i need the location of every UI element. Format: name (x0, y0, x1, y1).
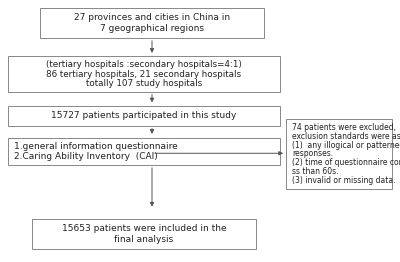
Text: 1.general information questionnaire: 1.general information questionnaire (14, 142, 178, 151)
FancyBboxPatch shape (32, 219, 256, 249)
Text: exclusion standards were as follows:: exclusion standards were as follows: (292, 132, 400, 141)
FancyBboxPatch shape (8, 138, 280, 165)
Text: 86 tertiary hospitals, 21 secondary hospitals: 86 tertiary hospitals, 21 secondary hosp… (46, 69, 242, 79)
Text: final analysis: final analysis (114, 235, 174, 244)
Text: 7 geographical regions: 7 geographical regions (100, 24, 204, 33)
Text: 15653 patients were included in the: 15653 patients were included in the (62, 225, 226, 233)
FancyBboxPatch shape (8, 56, 280, 92)
Text: (tertiary hospitals :secondary hospitals=4:1): (tertiary hospitals :secondary hospitals… (46, 60, 242, 69)
FancyBboxPatch shape (40, 8, 264, 38)
Text: 15727 patients participated in this study: 15727 patients participated in this stud… (51, 111, 237, 121)
Text: responses.: responses. (292, 149, 333, 159)
Text: totally 107 study hospitals: totally 107 study hospitals (86, 79, 202, 88)
Text: (1)  any illogical or patterned: (1) any illogical or patterned (292, 140, 400, 150)
Text: 27 provinces and cities in China in: 27 provinces and cities in China in (74, 13, 230, 22)
Text: ss than 60s.: ss than 60s. (292, 167, 338, 176)
Text: (3) invalid or missing data.: (3) invalid or missing data. (292, 176, 396, 185)
FancyBboxPatch shape (8, 106, 280, 126)
Text: (2) time of questionnaire completion le: (2) time of questionnaire completion le (292, 158, 400, 167)
FancyBboxPatch shape (286, 119, 392, 189)
Text: 2.Caring Ability Inventory  (CAI): 2.Caring Ability Inventory (CAI) (14, 152, 158, 161)
Text: 74 patients were excluded,: 74 patients were excluded, (292, 123, 396, 132)
